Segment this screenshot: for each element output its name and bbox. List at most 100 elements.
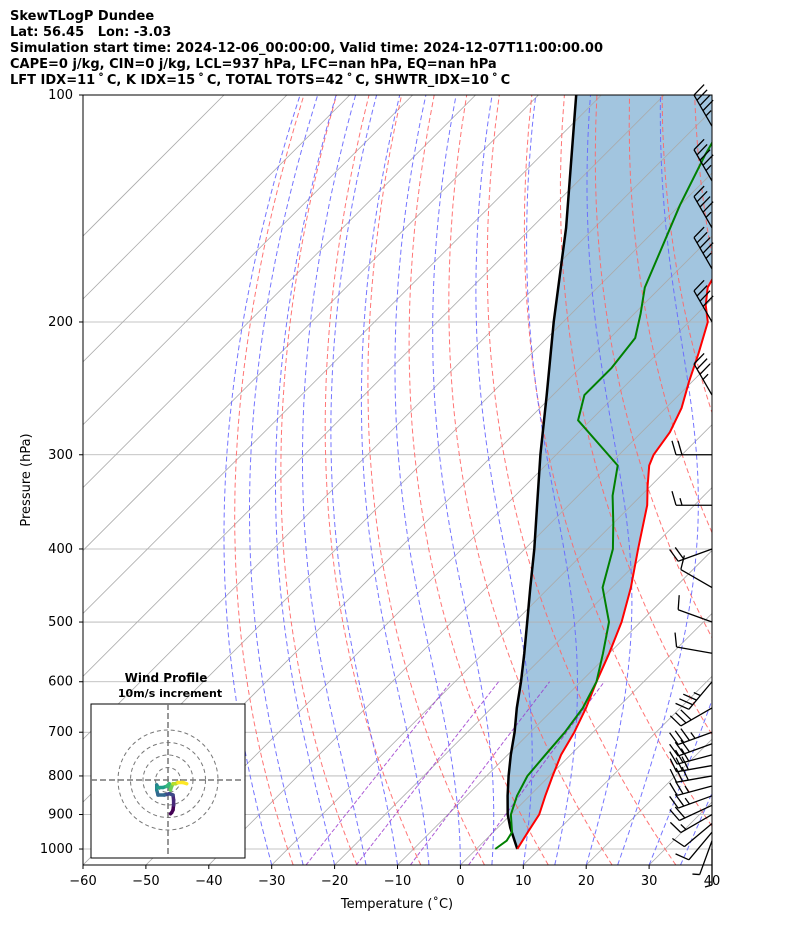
x-tick-label: 0: [456, 874, 464, 889]
time-line: Simulation start time: 2024-12-06_00:00:…: [10, 41, 603, 56]
wind-barb: [693, 352, 713, 396]
wind-barb-flag: [683, 693, 697, 701]
wind-barb-flag: [669, 782, 678, 796]
wind-barb-flag: [696, 231, 708, 244]
isotherm-line: [397, 549, 712, 865]
wind-barb-flag: [669, 809, 680, 821]
wind-barb: [704, 849, 713, 888]
wind-barb: [680, 555, 713, 589]
x-tick-label: −30: [258, 874, 285, 889]
wind-barb-flag: [674, 632, 678, 648]
y-tick-label: 800: [48, 769, 73, 784]
isotherm-line: [83, 95, 539, 552]
x-tick-label: −60: [69, 874, 96, 889]
moist-adiabat-line: [648, 698, 712, 865]
wind-barb-shaft: [676, 646, 713, 654]
dry-adiabat-line: [280, 95, 358, 865]
wind-barb-flag: [680, 555, 685, 570]
x-tick-label: −50: [132, 874, 159, 889]
wind-barb: [675, 681, 713, 710]
wind-barb-flag: [680, 728, 690, 741]
wind-barb-flag: [675, 712, 687, 724]
wind-barb-flag: [705, 110, 712, 117]
wind-barb: [669, 813, 713, 834]
y-tick-label: 100: [48, 88, 73, 103]
wind-barb-flag: [705, 252, 712, 259]
wind-barb: [693, 138, 714, 182]
wind-barb-flag: [669, 821, 682, 833]
dry-adiabat-line: [661, 95, 712, 415]
wind-barb-shaft: [676, 775, 713, 783]
wind-barb-flag: [674, 780, 684, 795]
y-tick-label: 700: [48, 725, 73, 740]
wind-barb-shaft: [676, 764, 713, 773]
y-tick-label: 900: [48, 808, 73, 823]
wind-barb: [693, 84, 714, 127]
isotherm-line: [271, 424, 712, 865]
wind-barb: [669, 748, 713, 765]
wind-barb-flag: [692, 873, 700, 876]
wind-barb-flag: [669, 715, 682, 727]
dry-adiabat-line: [760, 95, 794, 865]
dry-adiabat-line: [594, 95, 712, 639]
wind-barb-flag: [684, 797, 690, 805]
indices-line: LFT IDX=11 ˚ C, K IDX=15 ˚ C, TOTAL TOTS…: [10, 73, 511, 88]
hodograph-plot: [91, 704, 245, 858]
wind-barb-flag: [702, 201, 714, 213]
y-tick-label: 1000: [40, 842, 73, 857]
isotherm-line: [83, 95, 602, 614]
wind-barb-flag: [671, 491, 677, 506]
wind-barb: [671, 440, 712, 456]
isotherm-line: [145, 298, 712, 865]
wind-barb: [693, 185, 714, 229]
wind-barb-flag: [702, 99, 714, 112]
wind-barb-flag: [702, 295, 714, 307]
wind-barb-flag: [671, 440, 677, 455]
moist-adiabat-line: [249, 95, 319, 865]
mixing-ratio-line: [305, 681, 452, 865]
wind-barb-flag: [704, 884, 713, 888]
isotherm-line: [83, 95, 476, 489]
wind-barb-flag: [699, 149, 711, 161]
x-axis-label: Temperature (˚C): [340, 896, 453, 912]
wind-barb-flag: [680, 709, 692, 721]
moist-adiabat-line: [302, 95, 367, 865]
wind-barb-shaft: [680, 568, 713, 589]
wind-barb-flag: [677, 440, 683, 455]
dry-adiabat-line: [234, 95, 305, 865]
wind-barb-flag: [699, 196, 711, 208]
isotherm-line: [83, 109, 712, 740]
location-line: Lat: 56.45 Lon: -3.03: [10, 25, 172, 40]
wind-barb-flag: [702, 242, 714, 254]
moist-adiabat-line: [617, 95, 699, 865]
wind-barb: [674, 632, 713, 654]
dry-adiabat-line: [727, 95, 794, 865]
moist-adiabat-line: [394, 95, 461, 865]
wind-barb: [669, 780, 713, 796]
wind-barb-flag: [681, 756, 689, 771]
isotherm-line: [83, 95, 225, 237]
cape-line: CAPE=0 j/kg, CIN=0 j/kg, LCL=937 hPa, LF…: [10, 57, 497, 72]
wind-barb-flag: [674, 793, 685, 807]
wind-barb-shaft: [677, 609, 713, 623]
isotherm-line: [711, 864, 712, 865]
wind-barb-flag: [696, 144, 708, 156]
wind-barb: [693, 279, 714, 323]
chart-header: SkewTLogP Dundee Lat: 56.45 Lon: -3.03 S…: [10, 9, 603, 89]
wind-barb: [671, 822, 713, 848]
wind-barb-flag: [669, 758, 678, 773]
isotherm-line: [523, 675, 712, 865]
isotherm-line: [460, 612, 712, 865]
y-tick-label: 200: [48, 315, 73, 330]
wind-barb-flag: [696, 190, 708, 203]
wind-barb-flag: [693, 138, 705, 151]
isotherm-line: [83, 95, 665, 677]
wind-barb-flag: [690, 732, 696, 739]
wind-barb-flag: [674, 730, 685, 743]
wind-barb-flag: [675, 853, 690, 861]
moist-adiabat-line: [275, 95, 337, 865]
moist-adiabat-line: [526, 95, 578, 865]
wind-barb-flag: [705, 211, 712, 218]
wind-barb-flag: [693, 84, 705, 96]
wind-barb-flag: [669, 768, 678, 783]
